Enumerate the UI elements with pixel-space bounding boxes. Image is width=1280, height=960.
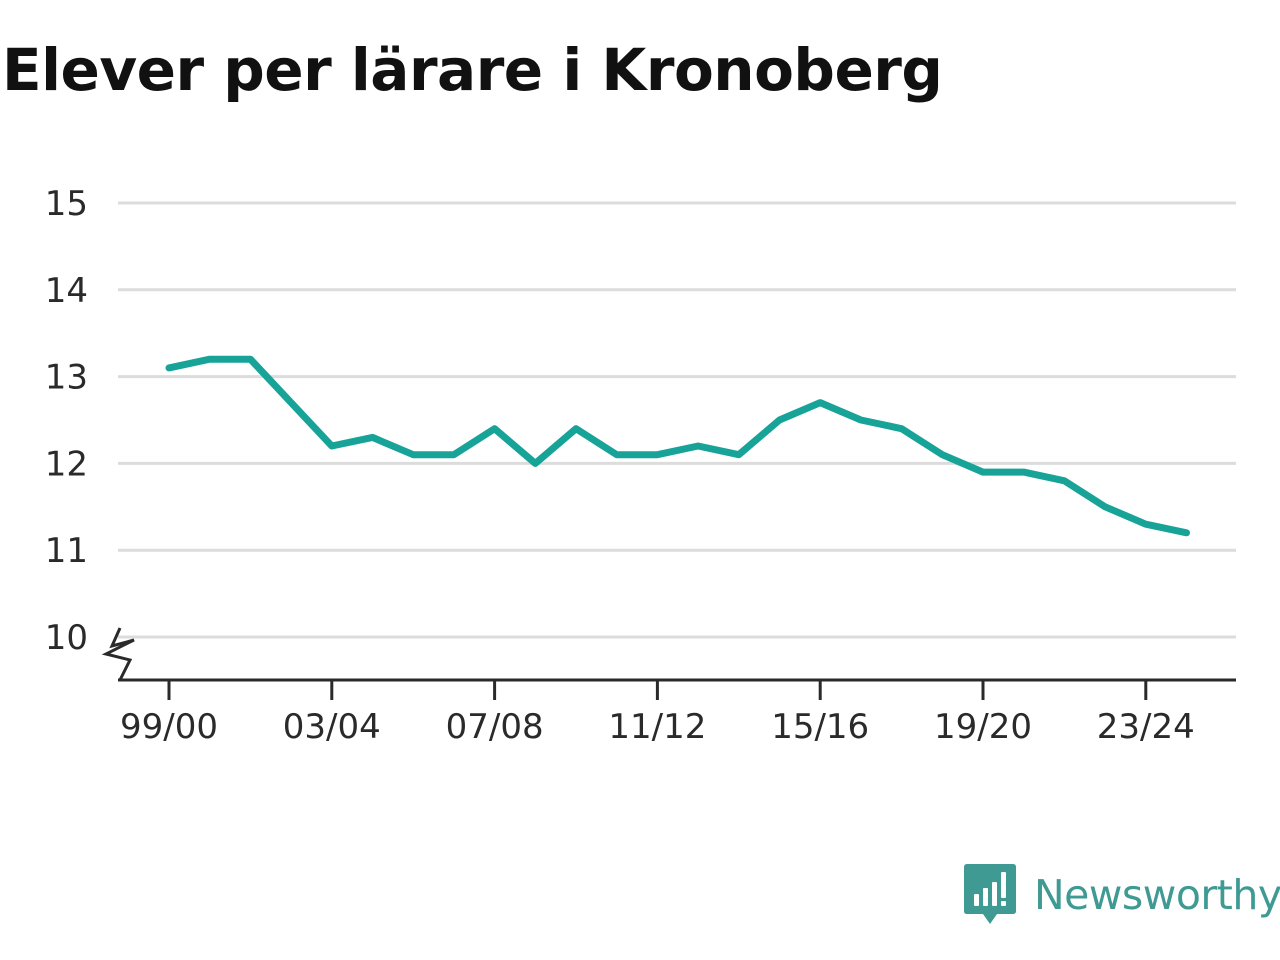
x-axis-ticks: 99/00 03/04 07/08 11/12 15/16 19/20 23/24 bbox=[120, 680, 1195, 747]
x-tick-label: 15/16 bbox=[771, 707, 869, 747]
y-axis-ticks: 10 11 12 13 14 15 bbox=[45, 184, 88, 658]
y-axis-break-icon bbox=[101, 627, 135, 681]
data-point bbox=[492, 426, 498, 432]
y-tick-label: 12 bbox=[45, 444, 88, 484]
data-point bbox=[899, 426, 905, 432]
data-point bbox=[207, 356, 213, 362]
brand-name: Newsworthy bbox=[1034, 871, 1280, 919]
data-points bbox=[166, 356, 1190, 536]
data-point bbox=[288, 400, 294, 406]
y-tick-label: 13 bbox=[45, 358, 88, 398]
data-point bbox=[451, 452, 457, 458]
y-tick-label: 10 bbox=[45, 618, 88, 658]
data-point bbox=[329, 443, 335, 449]
data-point bbox=[654, 452, 660, 458]
x-tick-label: 99/00 bbox=[120, 707, 218, 747]
data-point bbox=[532, 460, 538, 466]
newsworthy-logo-icon bbox=[964, 864, 1016, 924]
x-tick-label: 07/08 bbox=[446, 707, 544, 747]
data-point bbox=[695, 443, 701, 449]
x-tick-label: 11/12 bbox=[608, 707, 706, 747]
data-point bbox=[573, 426, 579, 432]
x-tick-label: 03/04 bbox=[283, 707, 381, 747]
chart-title: Elever per lärare i Kronoberg bbox=[2, 36, 943, 104]
data-point bbox=[858, 417, 864, 423]
data-point bbox=[1184, 530, 1190, 536]
data-point bbox=[1021, 469, 1027, 475]
data-point bbox=[817, 400, 823, 406]
data-point bbox=[939, 452, 945, 458]
line-chart: 10 11 12 13 14 15 99/00 03/04 07/08 11/12 15/16 19… bbox=[45, 184, 1236, 747]
data-point bbox=[410, 452, 416, 458]
data-point bbox=[370, 434, 376, 440]
y-tick-label: 15 bbox=[45, 184, 88, 224]
y-tick-label: 14 bbox=[45, 271, 88, 311]
data-point bbox=[980, 469, 986, 475]
data-point bbox=[1143, 521, 1149, 527]
brand-logo: Newsworthy bbox=[964, 864, 1280, 926]
gridlines bbox=[118, 201, 1236, 639]
data-point bbox=[777, 417, 783, 423]
data-point bbox=[736, 452, 742, 458]
x-tick-label: 23/24 bbox=[1097, 707, 1195, 747]
x-tick-label: 19/20 bbox=[934, 707, 1032, 747]
series-line bbox=[165, 355, 1190, 537]
y-tick-label: 11 bbox=[45, 531, 88, 571]
data-point bbox=[1061, 478, 1067, 484]
data-point bbox=[166, 365, 172, 371]
data-point bbox=[1102, 504, 1108, 510]
data-point bbox=[614, 452, 620, 458]
data-point bbox=[247, 356, 253, 362]
